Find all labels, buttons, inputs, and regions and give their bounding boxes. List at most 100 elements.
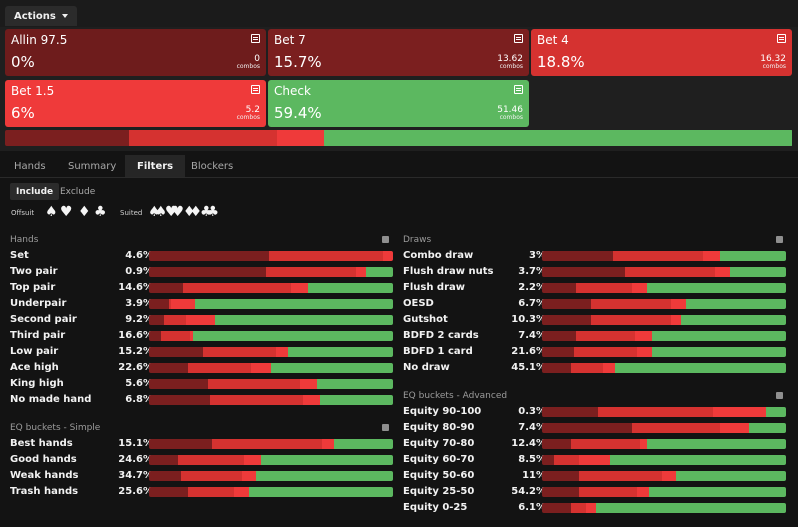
check-segment	[681, 315, 786, 325]
bet-7-segment	[542, 423, 633, 433]
suited-diamonds-icon[interactable]: ♦♦	[183, 204, 202, 220]
bet-4-segment	[163, 315, 186, 325]
filter-row[interactable]: Set 4.6%	[10, 248, 396, 264]
filter-row-label: Best hands	[10, 438, 73, 449]
filter-row[interactable]: Top pair 14.6%	[10, 280, 396, 296]
filter-row[interactable]: Equity 0-25 6.1%	[403, 500, 789, 516]
suited-clubs-icon[interactable]: ♣♣	[200, 204, 219, 220]
bet-1-5-segment	[639, 439, 647, 449]
tab-filters[interactable]: Filters	[125, 155, 186, 177]
filter-row[interactable]: Gutshot 10.3%	[403, 312, 789, 328]
bet-1-5-segment	[602, 363, 616, 373]
heart-icon[interactable]: ♥	[60, 204, 73, 220]
filter-row[interactable]: King high 5.6%	[10, 376, 396, 392]
action-card-bet-1-5[interactable]: Bet 1.5 6% 5.2 combos	[5, 80, 266, 127]
filter-row-percent: 7.4%	[518, 422, 546, 433]
filter-row[interactable]: OESD 6.7%	[403, 296, 789, 312]
bet-4-segment	[571, 503, 586, 513]
club-icon[interactable]: ♣	[94, 204, 107, 220]
filter-row[interactable]: Two pair 0.9%	[10, 264, 396, 280]
filter-row-bar	[149, 363, 393, 373]
action-card-check[interactable]: Check 59.4% 51.46 combos	[268, 80, 529, 127]
bet-7-segment	[149, 379, 208, 389]
actions-dropdown-button[interactable]: Actions	[5, 6, 77, 26]
filter-row[interactable]: Weak hands 34.7%	[10, 468, 396, 484]
filter-row-label: Flush draw nuts	[403, 266, 494, 277]
bet-7-segment	[542, 315, 591, 325]
filter-row-label: Weak hands	[10, 470, 79, 481]
details-icon[interactable]	[777, 34, 786, 43]
bet-4-segment	[178, 455, 245, 465]
filter-row[interactable]: Equity 90-100 0.3%	[403, 404, 789, 420]
bet-4-segment	[268, 251, 384, 261]
details-icon[interactable]	[251, 34, 260, 43]
filter-row[interactable]: Flush draw nuts 3.7%	[403, 264, 789, 280]
filter-row[interactable]: No made hand 6.8%	[10, 392, 396, 408]
filter-row-percent: 10.3%	[511, 314, 546, 325]
filter-row[interactable]: Equity 80-90 7.4%	[403, 420, 789, 436]
filter-row-bar	[149, 455, 393, 465]
tab-summary[interactable]: Summary	[68, 160, 117, 172]
filter-row[interactable]: Equity 70-80 12.4%	[403, 436, 789, 452]
bet-4-segment	[207, 379, 301, 389]
details-icon[interactable]	[251, 85, 260, 94]
details-icon[interactable]	[514, 85, 523, 94]
filter-row[interactable]: Low pair 15.2%	[10, 344, 396, 360]
hands-section-checkbox[interactable]	[382, 236, 389, 243]
bet-7-segment	[542, 283, 577, 293]
draws-section-checkbox[interactable]	[776, 236, 783, 243]
action-card-bet-4[interactable]: Bet 4 18.8% 16.32 combos	[531, 29, 792, 76]
action-name: Check	[274, 84, 311, 98]
eq-advanced-section-checkbox[interactable]	[776, 392, 783, 399]
action-cards-panel: Allin 97.5 0% 0 combos Bet 7 15.7% 13.62…	[0, 27, 798, 151]
eq-simple-section-checkbox[interactable]	[382, 424, 389, 431]
filter-row-percent: 3.9%	[125, 298, 153, 309]
action-card-bet-7[interactable]: Bet 7 15.7% 13.62 combos	[268, 29, 529, 76]
bet-7-segment	[542, 455, 555, 465]
tab-blockers[interactable]: Blockers	[191, 160, 234, 172]
filter-row[interactable]: Underpair 3.9%	[10, 296, 396, 312]
bet-7-segment	[149, 283, 184, 293]
action-card-allin[interactable]: Allin 97.5 0% 0 combos	[5, 29, 266, 76]
diamond-icon[interactable]: ♦	[78, 204, 91, 220]
filter-row-bar	[149, 379, 393, 389]
overall-strategy-bar	[5, 130, 793, 146]
bet-1-5-segment	[241, 471, 257, 481]
bet-4-segment	[202, 347, 276, 357]
filter-row-label: Second pair	[10, 314, 77, 325]
filter-row-label: Equity 80-90	[403, 422, 475, 433]
check-segment	[366, 267, 393, 277]
bet-4-segment	[598, 407, 713, 417]
filter-row-percent: 0.3%	[518, 406, 546, 417]
bet-4-segment	[571, 363, 603, 373]
details-icon[interactable]	[514, 34, 523, 43]
filter-row[interactable]: Third pair 16.6%	[10, 328, 396, 344]
hands-section-title: Hands	[10, 235, 39, 245]
bet-7-segment	[542, 267, 625, 277]
suited-spades-icon[interactable]: ♠♠	[148, 204, 167, 220]
filter-row[interactable]: Good hands 24.6%	[10, 452, 396, 468]
filter-row[interactable]: Trash hands 25.6%	[10, 484, 396, 500]
filter-row[interactable]: Equity 50-60 11%	[403, 468, 789, 484]
exclude-toggle[interactable]: Exclude	[60, 186, 96, 197]
filter-row-percent: 2.2%	[518, 282, 546, 293]
filter-row[interactable]: Equity 25-50 54.2%	[403, 484, 789, 500]
filter-row[interactable]: Flush draw 2.2%	[403, 280, 789, 296]
filter-row[interactable]: No draw 45.1%	[403, 360, 789, 376]
filter-row-percent: 5.6%	[125, 378, 153, 389]
include-toggle[interactable]: Include	[10, 183, 60, 200]
filter-row[interactable]: Equity 60-70 8.5%	[403, 452, 789, 468]
filter-row[interactable]: Ace high 22.6%	[10, 360, 396, 376]
filter-row[interactable]: BDFD 2 cards 7.4%	[403, 328, 789, 344]
suited-hearts-icon[interactable]: ♥♥	[165, 204, 184, 220]
spade-icon[interactable]: ♠	[45, 204, 58, 220]
tab-hands[interactable]: Hands	[14, 160, 46, 172]
filter-row[interactable]: BDFD 1 card 21.6%	[403, 344, 789, 360]
filter-row-bar	[542, 487, 786, 497]
combos-label: combos	[762, 63, 786, 70]
action-combos: 5.2 combos	[237, 106, 260, 122]
filter-row[interactable]: Combo draw 3%	[403, 248, 789, 264]
filter-row[interactable]: Second pair 9.2%	[10, 312, 396, 328]
filter-row[interactable]: Best hands 15.1%	[10, 436, 396, 452]
filter-row-label: Third pair	[10, 330, 66, 341]
